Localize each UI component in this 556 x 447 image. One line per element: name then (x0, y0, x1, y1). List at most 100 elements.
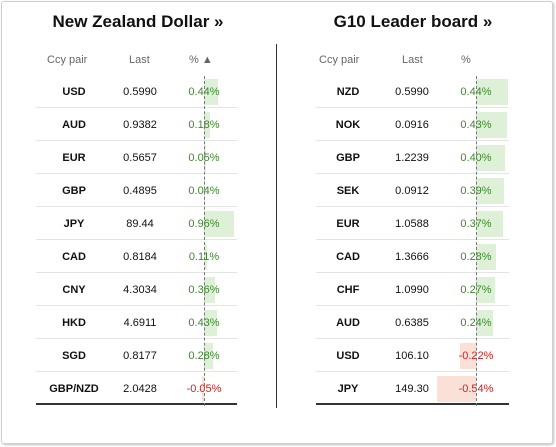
table-row[interactable]: USD 106.10 -0.22% (316, 340, 509, 372)
pct-change: 0.43% (188, 317, 220, 329)
table-row[interactable]: GBP/NZD 2.0428 -0.05% (36, 373, 237, 405)
ccy-pair[interactable]: EUR (336, 218, 360, 230)
ccy-pair[interactable]: CAD (336, 251, 360, 263)
change-bar (476, 145, 505, 171)
last-price: 0.4895 (123, 185, 157, 197)
ccy-pair[interactable]: EUR (62, 152, 86, 164)
pct-change: 0.04% (188, 185, 220, 197)
col-header-ccy: Ccy pair (47, 54, 88, 66)
pct-change: 0.40% (460, 152, 492, 164)
last-price: 0.0912 (395, 185, 429, 197)
change-bar (476, 178, 505, 204)
table-row[interactable]: JPY 89.44 0.96% (36, 208, 237, 240)
change-bar (204, 112, 210, 138)
ccy-pair[interactable]: JPY (63, 218, 85, 230)
table-row[interactable]: CAD 0.8184 0.11% (36, 241, 237, 273)
table-row[interactable]: JPY 149.30 -0.54% (316, 373, 509, 405)
pct-change: 0.05% (188, 152, 220, 164)
ccy-pair[interactable]: USD (62, 86, 86, 98)
ccy-pair[interactable]: AUD (62, 119, 86, 131)
last-price: 89.44 (126, 218, 154, 230)
table-row[interactable]: NOK 0.0916 0.43% (316, 109, 509, 141)
change-bar (204, 343, 213, 369)
ccy-pair[interactable]: CNY (62, 284, 86, 296)
change-bar (204, 310, 218, 336)
ccy-pair[interactable]: GBP (336, 152, 360, 164)
zero-line (476, 76, 477, 406)
ccy-pair[interactable]: SGD (62, 350, 86, 362)
col-header-last: Last (129, 54, 150, 66)
last-price: 0.0916 (395, 119, 429, 131)
ccy-pair[interactable]: CHF (336, 284, 360, 296)
col-header-pct[interactable]: % (461, 54, 471, 66)
ccy-pair[interactable]: USD (336, 350, 360, 362)
pct-change: 0.44% (460, 86, 492, 98)
last-price: 0.9382 (123, 119, 157, 131)
ccy-pair[interactable]: GBP/NZD (49, 383, 99, 395)
change-bar (204, 277, 216, 303)
last-price: 1.3666 (395, 251, 429, 263)
table-row[interactable]: AUD 0.6385 0.24% (316, 307, 509, 339)
ccy-pair[interactable]: HKD (62, 317, 86, 329)
pct-change: -0.54% (458, 383, 494, 395)
table-row[interactable]: NZD 0.5990 0.44% (316, 76, 509, 108)
table-row[interactable]: EUR 1.0588 0.37% (316, 208, 509, 240)
pct-change: 0.18% (188, 119, 220, 131)
pct-change: 0.27% (460, 284, 492, 296)
pct-change: 0.37% (460, 218, 492, 230)
ccy-pair[interactable]: GBP (62, 185, 86, 197)
change-bar (204, 211, 234, 237)
pct-change: 0.39% (460, 185, 492, 197)
change-bar (476, 244, 497, 270)
col-header-last: Last (402, 54, 423, 66)
ccy-pair[interactable]: AUD (336, 317, 360, 329)
ccy-pair[interactable]: NOK (335, 119, 361, 131)
g10-panel-title[interactable]: G10 Leader board » (333, 12, 493, 31)
change-bar (204, 244, 208, 270)
table-row[interactable]: CAD 1.3666 0.28% (316, 241, 509, 273)
pct-change: 0.24% (460, 317, 492, 329)
change-bar (202, 376, 204, 402)
table-row[interactable]: EUR 0.5657 0.05% (36, 142, 237, 174)
table-row[interactable]: CHF 1.0990 0.27% (316, 274, 509, 306)
zero-line (204, 76, 205, 406)
last-price: 0.5990 (395, 86, 429, 98)
last-price: 106.10 (395, 350, 429, 362)
change-bar (476, 310, 494, 336)
pct-change: 0.28% (188, 350, 220, 362)
col-header-pct-sort[interactable]: % ▲ (189, 54, 213, 66)
nzd-panel-title[interactable]: New Zealand Dollar » (52, 12, 224, 31)
table-row[interactable]: SEK 0.0912 0.39% (316, 175, 509, 207)
last-price: 0.8177 (123, 350, 157, 362)
last-price: 4.3034 (123, 284, 157, 296)
change-bar (460, 343, 476, 369)
ccy-pair[interactable]: JPY (337, 383, 359, 395)
table-row[interactable]: GBP 1.2239 0.40% (316, 142, 509, 174)
pct-change: 0.28% (460, 251, 492, 263)
table-row[interactable]: GBP 0.4895 0.04% (36, 175, 237, 207)
last-price: 0.5990 (123, 86, 157, 98)
last-price: 1.2239 (395, 152, 429, 164)
pct-change: 0.96% (188, 218, 220, 230)
last-price: 149.30 (395, 383, 429, 395)
table-row[interactable]: USD 0.5990 0.44% (36, 76, 237, 108)
ccy-pair[interactable]: CAD (62, 251, 86, 263)
last-price: 0.5657 (123, 152, 157, 164)
change-bar (476, 277, 496, 303)
panel-divider (276, 44, 277, 408)
ccy-pair[interactable]: NZD (336, 86, 360, 98)
table-row[interactable]: HKD 4.6911 0.43% (36, 307, 237, 339)
change-bar (476, 112, 507, 138)
pct-change: 0.43% (460, 119, 492, 131)
table-row[interactable]: CNY 4.3034 0.36% (36, 274, 237, 306)
pct-change: -0.22% (458, 350, 494, 362)
last-price: 1.0990 (395, 284, 429, 296)
table-row[interactable]: SGD 0.8177 0.28% (36, 340, 237, 372)
change-bar (437, 376, 476, 402)
table-row[interactable]: AUD 0.9382 0.18% (36, 109, 237, 141)
ccy-pair[interactable]: SEK (336, 185, 360, 197)
last-price: 0.6385 (395, 317, 429, 329)
last-price: 0.8184 (123, 251, 157, 263)
change-bar (204, 79, 218, 105)
